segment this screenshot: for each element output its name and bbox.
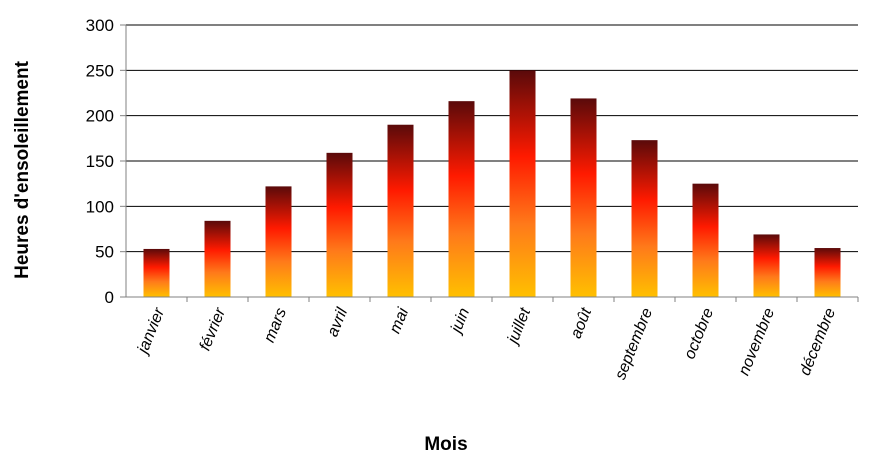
bar-février: [204, 220, 231, 297]
y-tick-label: 100: [86, 197, 114, 216]
bar-octobre: [692, 183, 719, 297]
y-tick-label: 150: [86, 152, 114, 171]
y-tick-label: 0: [105, 288, 114, 307]
y-tick-label: 200: [86, 107, 114, 126]
bar-septembre: [631, 140, 658, 297]
bar-mai: [387, 124, 414, 297]
x-tick-label: septembre: [612, 306, 656, 383]
x-tick-label: décembre: [797, 306, 839, 378]
x-tick-label: mai: [387, 305, 413, 336]
bars: [143, 70, 841, 297]
y-tick-labels: 0 50 100 150 200 250 300: [86, 16, 114, 307]
y-tick-label: 50: [95, 243, 114, 262]
bar-janvier: [143, 248, 170, 297]
y-axis-title: Heures d'ensoleillement: [12, 60, 33, 278]
x-tick-label: juillet: [504, 305, 534, 348]
bar-mars: [265, 186, 292, 297]
bar-juillet: [509, 70, 536, 297]
y-tick-label: 300: [86, 16, 114, 35]
axes: [125, 25, 859, 302]
bar-avril: [326, 152, 353, 297]
bar-juin: [448, 101, 475, 297]
x-tick-label: novembre: [736, 306, 778, 378]
x-tick-label: juin: [447, 306, 473, 337]
y-tick-label: 250: [86, 61, 114, 80]
x-tick-label: octobre: [681, 306, 717, 362]
bar-décembre: [814, 248, 841, 297]
bar-août: [570, 98, 597, 297]
bar-novembre: [753, 234, 780, 297]
x-tick-labels: janvier février mars avril mai juin juillet aoû…: [134, 305, 839, 382]
x-axis-title: Mois: [424, 434, 467, 455]
x-tick-label: mars: [261, 306, 290, 345]
x-tick-label: août: [568, 305, 596, 341]
grid-lines: [120, 24, 858, 298]
x-tick-label: février: [197, 305, 230, 353]
x-tick-label: janvier: [134, 305, 168, 358]
x-tick-label: avril: [324, 305, 351, 339]
